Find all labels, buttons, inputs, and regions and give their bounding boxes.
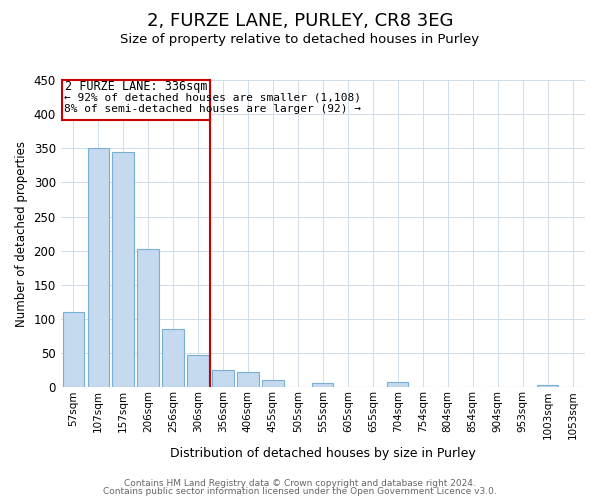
FancyBboxPatch shape — [62, 80, 210, 120]
Bar — [238, 372, 259, 388]
Text: Contains HM Land Registry data © Crown copyright and database right 2024.: Contains HM Land Registry data © Crown c… — [124, 478, 476, 488]
Bar — [137, 248, 158, 388]
Bar — [262, 380, 284, 388]
Bar — [387, 382, 409, 388]
Y-axis label: Number of detached properties: Number of detached properties — [15, 140, 28, 326]
Text: 2 FURZE LANE: 336sqm: 2 FURZE LANE: 336sqm — [65, 80, 207, 92]
Bar — [187, 355, 209, 388]
Text: Contains public sector information licensed under the Open Government Licence v3: Contains public sector information licen… — [103, 487, 497, 496]
Text: 8% of semi-detached houses are larger (92) →: 8% of semi-detached houses are larger (9… — [64, 104, 361, 114]
Text: Size of property relative to detached houses in Purley: Size of property relative to detached ho… — [121, 32, 479, 46]
Bar — [62, 312, 84, 388]
Bar — [88, 148, 109, 388]
Bar — [212, 370, 233, 388]
Bar — [312, 383, 334, 388]
Text: 2, FURZE LANE, PURLEY, CR8 3EG: 2, FURZE LANE, PURLEY, CR8 3EG — [147, 12, 453, 30]
Bar — [537, 385, 558, 388]
Bar — [163, 329, 184, 388]
X-axis label: Distribution of detached houses by size in Purley: Distribution of detached houses by size … — [170, 447, 476, 460]
Bar — [112, 152, 134, 388]
Text: ← 92% of detached houses are smaller (1,108): ← 92% of detached houses are smaller (1,… — [64, 93, 361, 103]
